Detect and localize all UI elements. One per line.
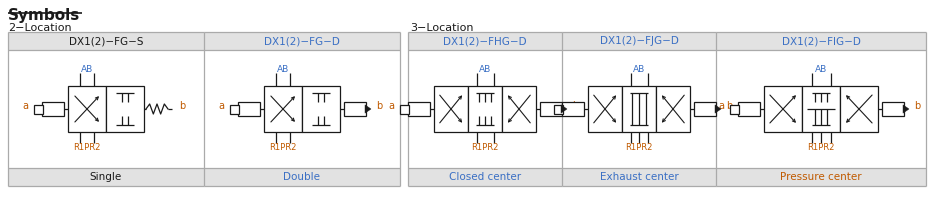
Bar: [408, 102, 430, 116]
Bar: [540, 102, 562, 116]
Bar: [302, 86, 340, 132]
Text: R1PR2: R1PR2: [625, 142, 653, 152]
Bar: [562, 168, 716, 186]
Bar: [764, 86, 802, 132]
Text: R1PR2: R1PR2: [73, 142, 101, 152]
Text: AB: AB: [814, 64, 828, 73]
Polygon shape: [561, 105, 567, 113]
Text: AB: AB: [81, 64, 93, 73]
Text: Single: Single: [90, 172, 122, 182]
Bar: [694, 102, 716, 116]
Polygon shape: [365, 105, 371, 113]
Bar: [729, 104, 739, 114]
Bar: [588, 86, 622, 132]
Text: Double: Double: [284, 172, 320, 182]
Text: a: a: [22, 101, 28, 111]
Bar: [408, 168, 562, 186]
Text: b: b: [376, 101, 382, 111]
Text: DX1(2)−FG−S: DX1(2)−FG−S: [69, 36, 143, 46]
Bar: [562, 32, 716, 50]
Bar: [344, 102, 366, 116]
Bar: [408, 32, 562, 50]
Bar: [468, 86, 502, 132]
Text: R1PR2: R1PR2: [269, 142, 297, 152]
Text: R1PR2: R1PR2: [807, 142, 835, 152]
Text: 2−Location: 2−Location: [8, 23, 72, 33]
Bar: [42, 102, 64, 116]
Bar: [8, 32, 204, 50]
Bar: [502, 86, 536, 132]
Text: AB: AB: [633, 64, 645, 73]
Bar: [802, 86, 840, 132]
Text: b: b: [726, 101, 732, 111]
Bar: [554, 104, 562, 114]
Bar: [400, 104, 408, 114]
Text: b: b: [914, 101, 920, 111]
Text: DX1(2)−FHG−D: DX1(2)−FHG−D: [444, 36, 527, 46]
Bar: [68, 86, 106, 132]
Bar: [8, 168, 204, 186]
Text: Exhaust center: Exhaust center: [600, 172, 678, 182]
Text: a: a: [718, 101, 724, 111]
Bar: [716, 32, 926, 50]
Bar: [238, 102, 260, 116]
Text: R1PR2: R1PR2: [472, 142, 499, 152]
Text: DX1(2)−FIG−D: DX1(2)−FIG−D: [782, 36, 860, 46]
Text: a: a: [218, 101, 224, 111]
Text: DX1(2)−FG−D: DX1(2)−FG−D: [264, 36, 340, 46]
Bar: [562, 102, 584, 116]
Bar: [656, 86, 690, 132]
Bar: [882, 102, 904, 116]
Text: a: a: [388, 101, 394, 111]
Text: Pressure center: Pressure center: [780, 172, 862, 182]
Bar: [622, 86, 656, 132]
Bar: [204, 168, 400, 186]
Text: AB: AB: [479, 64, 491, 73]
Bar: [34, 104, 43, 114]
Polygon shape: [715, 105, 721, 113]
Text: a: a: [542, 101, 548, 111]
Text: Closed center: Closed center: [449, 172, 521, 182]
Bar: [738, 102, 760, 116]
Text: Symbols: Symbols: [8, 8, 80, 23]
Text: b: b: [179, 101, 185, 111]
Bar: [716, 168, 926, 186]
Bar: [230, 104, 238, 114]
Bar: [434, 86, 468, 132]
Bar: [840, 86, 878, 132]
Text: 3−Location: 3−Location: [410, 23, 474, 33]
Text: b: b: [572, 101, 578, 111]
Bar: [106, 86, 144, 132]
Text: AB: AB: [276, 64, 290, 73]
Polygon shape: [903, 105, 909, 113]
Text: DX1(2)−FJG−D: DX1(2)−FJG−D: [600, 36, 678, 46]
Bar: [204, 32, 400, 50]
Bar: [264, 86, 302, 132]
